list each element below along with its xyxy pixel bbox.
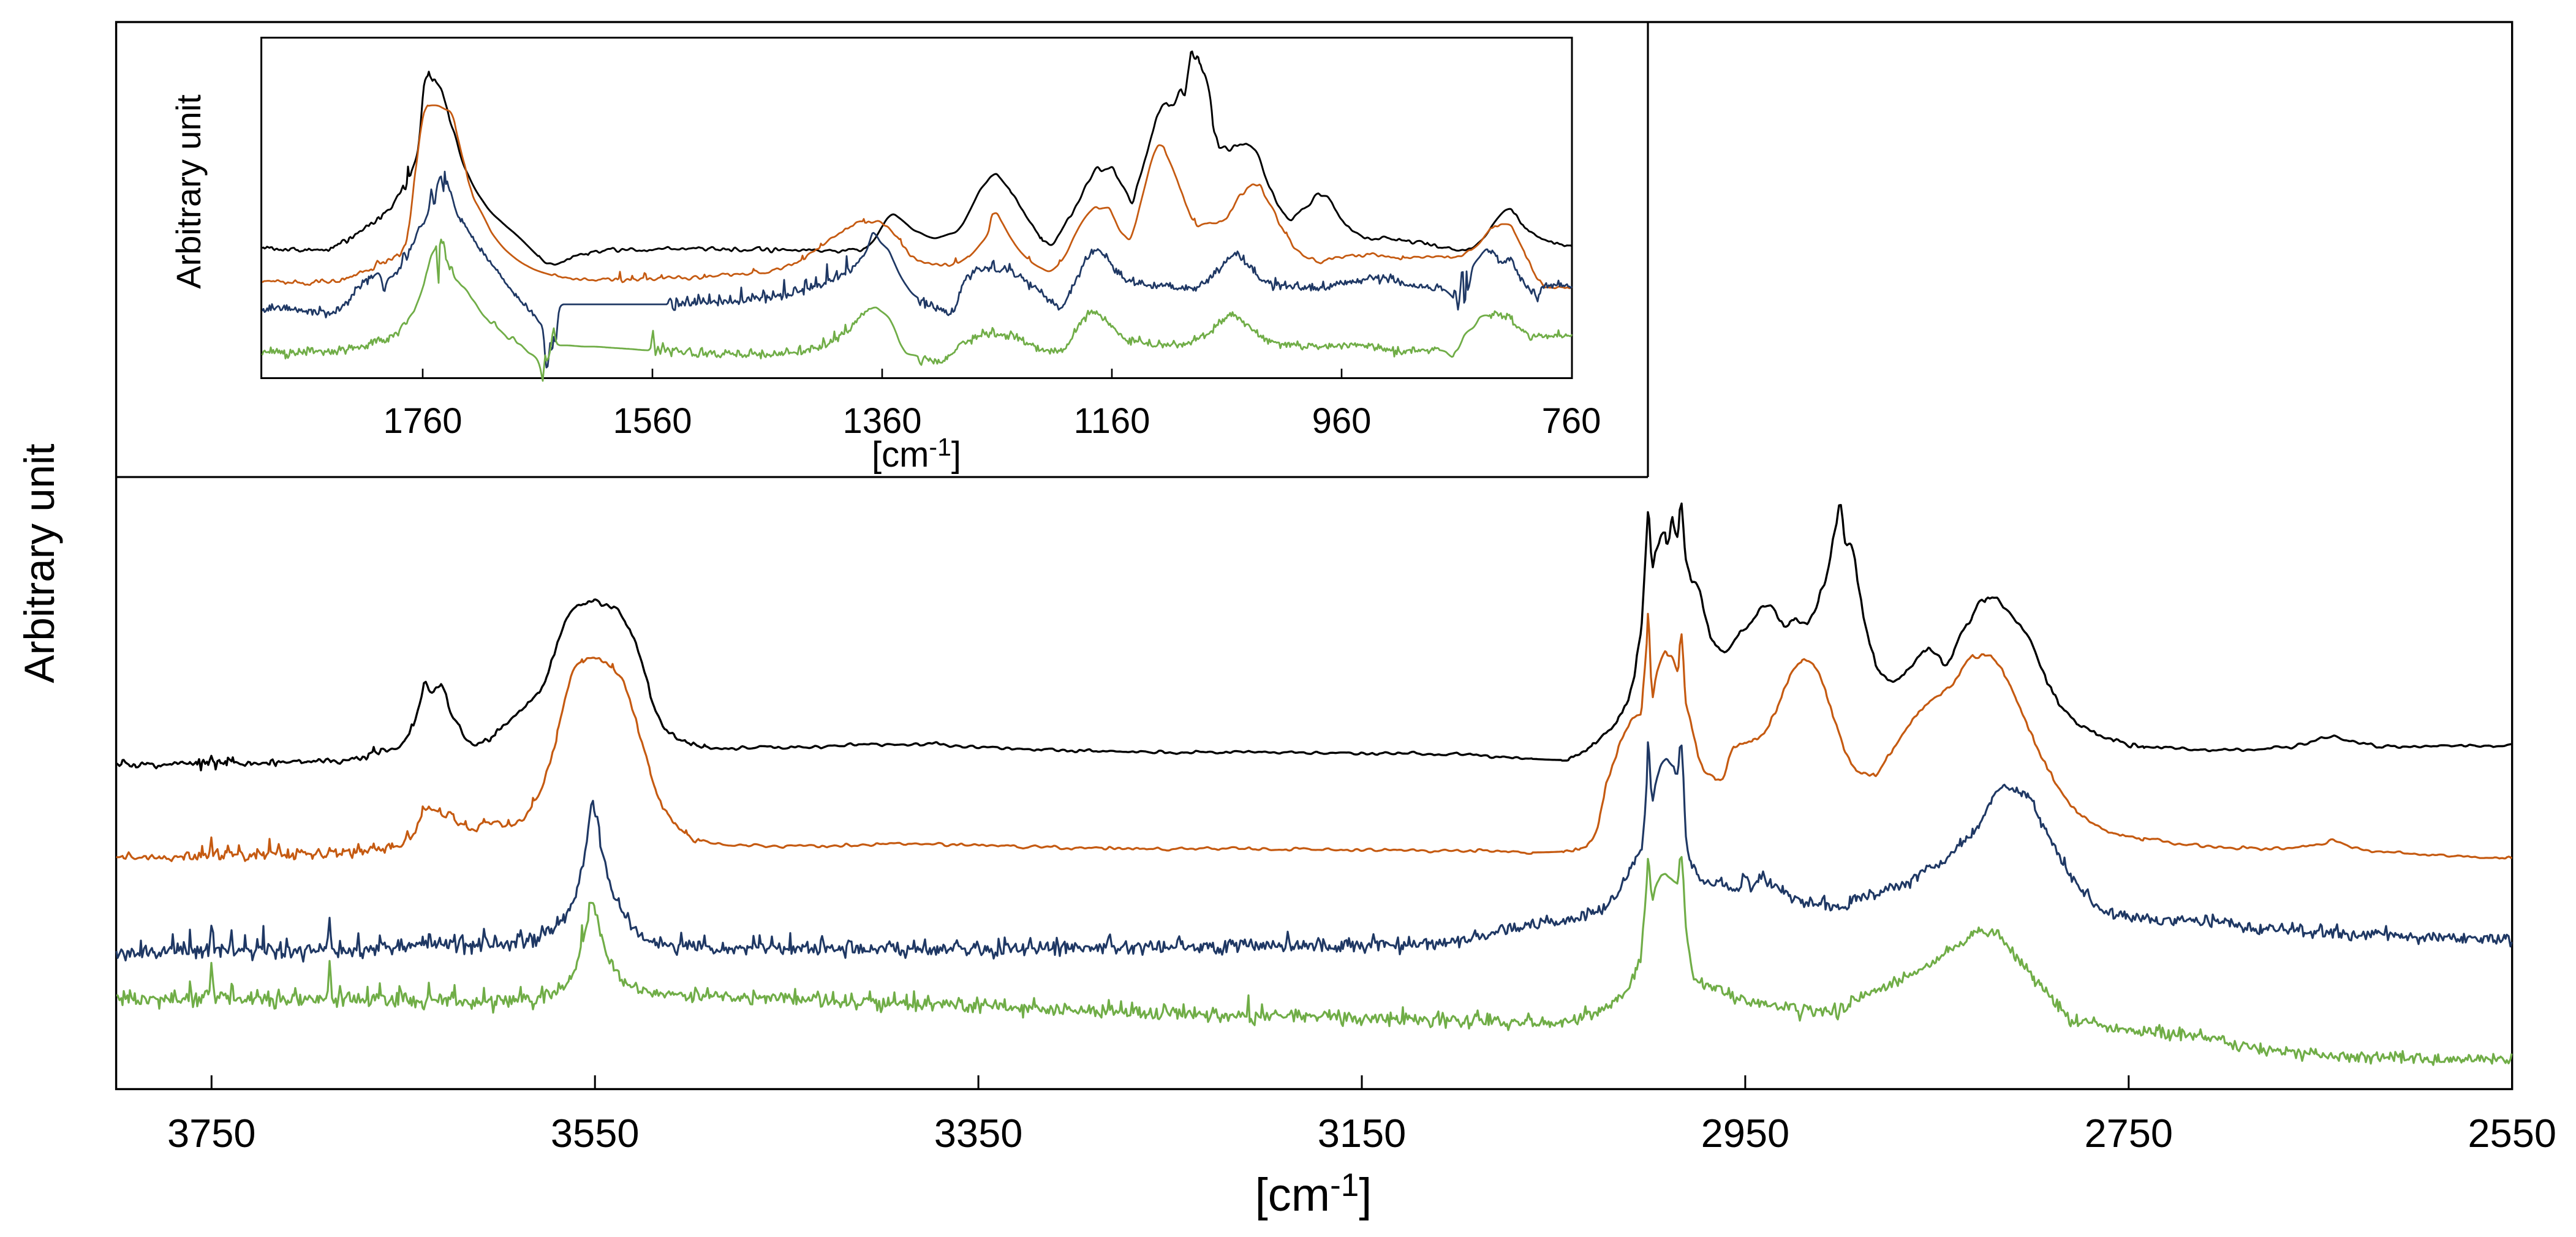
svg-text:1160: 1160: [1074, 401, 1150, 441]
svg-text:1560: 1560: [613, 401, 692, 441]
svg-text:3550: 3550: [551, 1111, 640, 1156]
svg-text:2950: 2950: [1701, 1111, 1790, 1156]
svg-text:3150: 3150: [1318, 1111, 1407, 1156]
svg-text:760: 760: [1542, 401, 1601, 441]
svg-text:2750: 2750: [2084, 1111, 2173, 1156]
svg-text:3350: 3350: [934, 1111, 1023, 1156]
svg-text:1360: 1360: [842, 401, 921, 441]
svg-text:1760: 1760: [383, 401, 462, 441]
svg-text:Arbitrary unit: Arbitrary unit: [16, 443, 63, 683]
svg-text:3750: 3750: [167, 1111, 256, 1156]
svg-text:960: 960: [1312, 401, 1372, 441]
svg-text:2550: 2550: [2468, 1111, 2556, 1156]
svg-text:[cm-1]: [cm-1]: [872, 433, 961, 475]
svg-text:Arbitrary unit: Arbitrary unit: [169, 94, 208, 289]
